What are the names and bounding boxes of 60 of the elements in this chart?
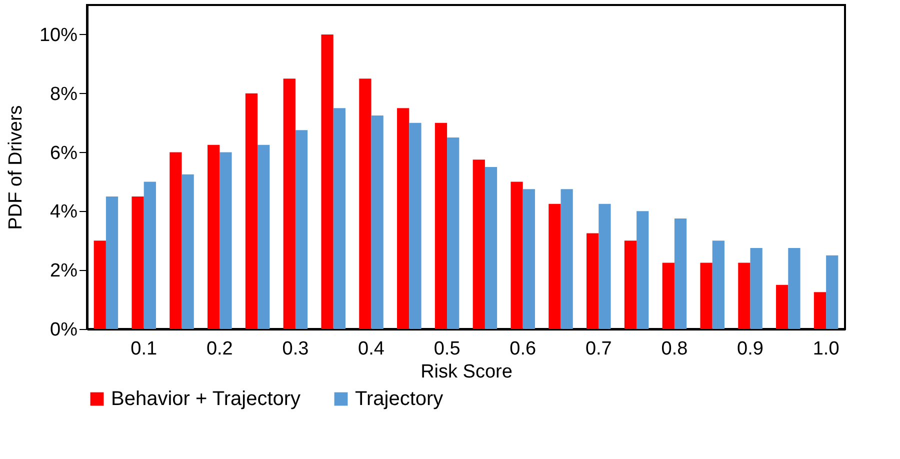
bar [333, 108, 346, 329]
bar [548, 204, 561, 329]
bar [258, 144, 270, 329]
bar [283, 78, 296, 329]
bar [560, 189, 573, 329]
bar [712, 240, 724, 329]
bar [624, 240, 637, 329]
bar [510, 182, 523, 329]
bar [472, 160, 485, 329]
bar [371, 115, 384, 329]
bar [397, 108, 410, 329]
y-tick-label: 2% [50, 260, 78, 282]
x-tick-label: 1.0 [812, 338, 840, 360]
bar [295, 130, 308, 329]
bar [359, 78, 372, 329]
bar [182, 174, 194, 329]
bar [522, 189, 535, 329]
bar [484, 167, 498, 329]
bar [776, 284, 788, 329]
x-tick-label: 0.2 [206, 338, 233, 360]
x-tick-label: 0.1 [130, 338, 158, 360]
bar [208, 144, 220, 329]
bar [788, 248, 800, 329]
bar [132, 196, 144, 329]
x-tick-label: 0.6 [510, 338, 536, 360]
legend-label: Behavior + Trajectory [111, 388, 301, 410]
legend-label: Trajectory [355, 388, 444, 410]
x-tick-label: 0.8 [661, 338, 688, 360]
bar [220, 152, 232, 329]
y-tick-label: 4% [50, 202, 78, 223]
bar [662, 262, 674, 329]
bar [636, 211, 649, 329]
bar [700, 262, 712, 329]
x-tick-label: 0.9 [737, 338, 764, 360]
bar [434, 122, 448, 329]
bar [94, 240, 106, 329]
bar [321, 34, 334, 329]
y-tick-label: 8% [50, 84, 78, 105]
bar [598, 204, 611, 329]
bar [826, 255, 838, 329]
bar [814, 292, 826, 329]
y-tick-label: 6% [50, 142, 78, 164]
x-tick-label: 0.7 [585, 338, 612, 360]
bar [674, 218, 687, 329]
y-axis-title: PDF of Drivers [5, 105, 26, 230]
x-axis-title: Risk Score [420, 362, 512, 382]
bar [586, 233, 599, 329]
bar [144, 182, 156, 329]
x-tick-label: 0.5 [434, 338, 460, 360]
bar [738, 262, 750, 329]
bar [245, 93, 258, 329]
y-tick-label: 10% [39, 24, 78, 46]
bar [170, 152, 182, 329]
y-tick-label: 0% [50, 320, 78, 340]
bar [409, 122, 422, 329]
x-tick-label: 0.3 [282, 338, 309, 360]
bar [106, 196, 118, 329]
bar [447, 138, 460, 329]
bar [750, 248, 762, 329]
x-tick-label: 0.4 [358, 338, 385, 360]
